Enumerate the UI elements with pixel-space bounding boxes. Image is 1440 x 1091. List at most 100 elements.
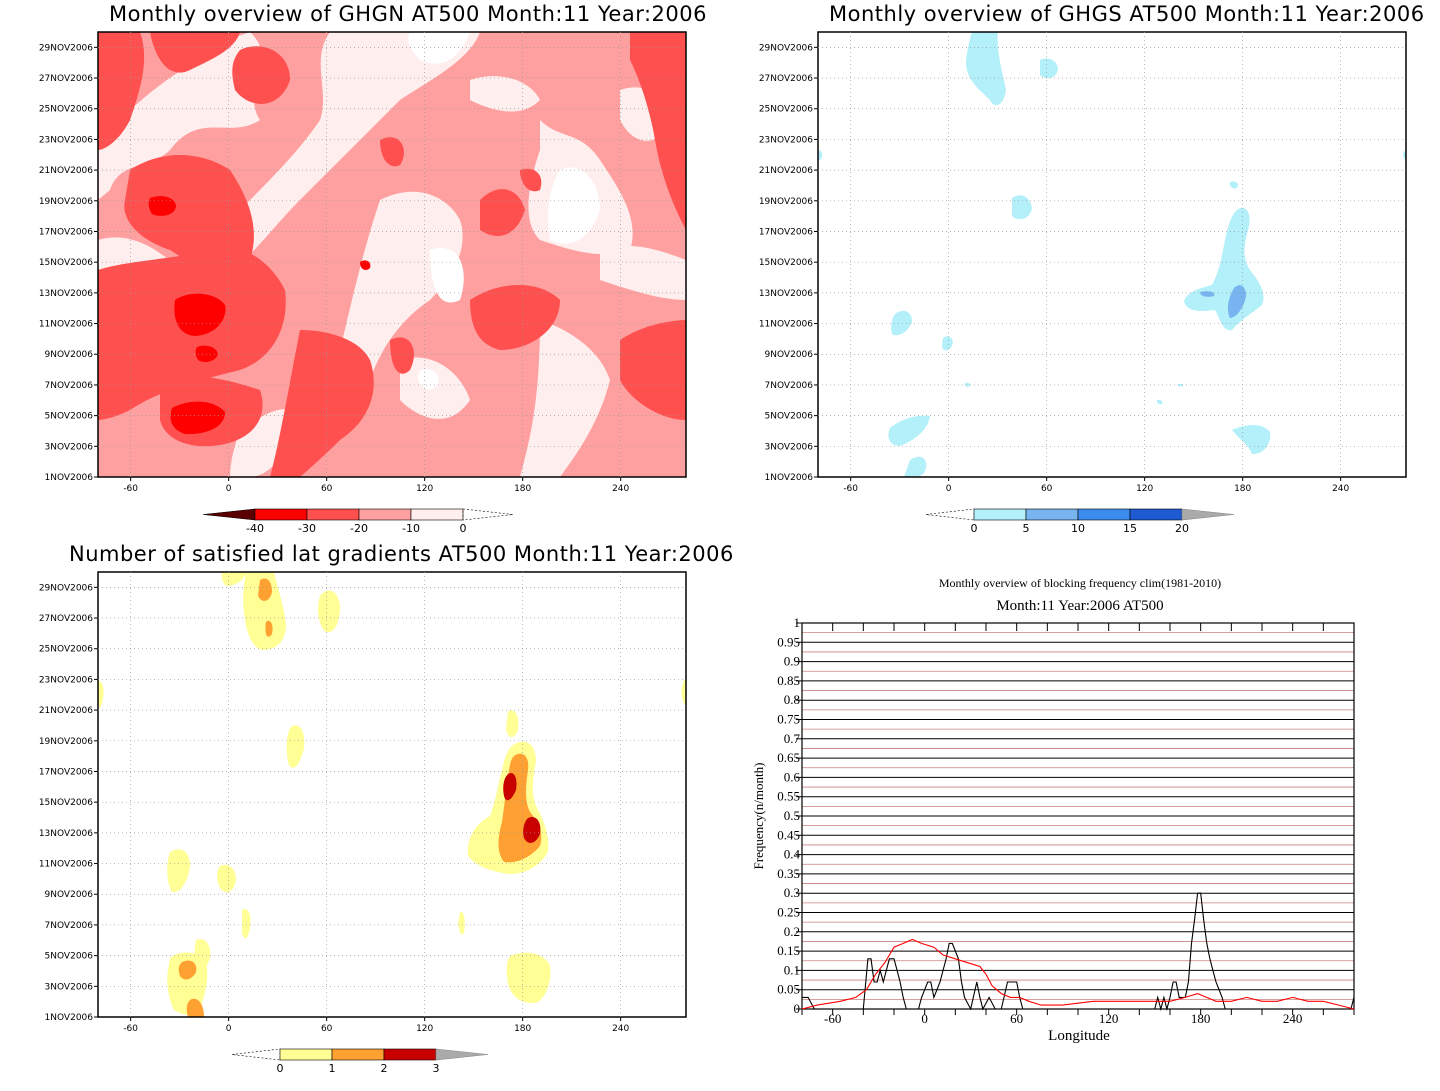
gradients-yticks: 1NOV2006 3NOV2006 5NOV2006 7NOV2006 9NOV2006… xyxy=(39,583,98,1023)
y-tick-label: 5NOV2006 xyxy=(765,412,814,422)
colorbar-box xyxy=(331,1048,385,1061)
colorbar-box xyxy=(1129,508,1183,521)
y-tick-label: 11NOV2006 xyxy=(39,860,93,870)
gradients-frame xyxy=(97,571,687,1018)
y-tick-label: 0.7 xyxy=(784,731,801,746)
y-tick-label: 0.45 xyxy=(777,827,800,842)
ghgn-colorbar: -40 -30 -20 -10 0 xyxy=(202,508,514,535)
y-tick-label: 11NOV2006 xyxy=(39,320,93,330)
blocking-plot-area: 0 0.05 0.1 0.15 0.2 0.25 0.3 0.35 0.4 0.45 0.5 0.55… xyxy=(777,615,1355,1026)
y-tick-label: 29NOV2006 xyxy=(39,583,93,593)
colorbar-box xyxy=(973,508,1027,521)
colorbar-label: -10 xyxy=(402,522,420,535)
x-tick-label: 0 xyxy=(226,484,232,494)
y-tick-label: 0.1 xyxy=(784,962,800,977)
blocking-subtitle: Month:11 Year:2006 AT500 xyxy=(996,598,1164,614)
x-tick-label: 240 xyxy=(1332,484,1349,494)
x-tick-label: 60 xyxy=(1041,484,1053,494)
colorbar-label: 15 xyxy=(1123,522,1137,535)
colorbar-box xyxy=(254,508,308,521)
ghgn-map xyxy=(98,32,686,477)
gradients-map xyxy=(98,572,686,1017)
y-tick-label: 9NOV2006 xyxy=(45,890,94,900)
y-tick-label: 19NOV2006 xyxy=(39,737,93,747)
y-tick-label: 0.8 xyxy=(784,692,800,707)
ghgs-xticks: -60 0 60 120 180 240 xyxy=(843,477,1350,494)
x-tick-label: 240 xyxy=(612,484,629,494)
gradients-title: Number of satisfied lat gradients AT500 … xyxy=(69,542,734,566)
blocking-xlabel: Longitude xyxy=(1048,1028,1110,1044)
y-tick-label: 0.9 xyxy=(784,654,800,669)
x-tick-label: -60 xyxy=(843,484,858,494)
y-tick-label: 21NOV2006 xyxy=(759,166,813,176)
colorbar-label: 3 xyxy=(433,1062,440,1075)
colorbar-max-arrow xyxy=(1181,508,1235,521)
y-tick-label: 17NOV2006 xyxy=(759,227,813,237)
colorbar-label: -20 xyxy=(350,522,368,535)
y-tick-label: 13NOV2006 xyxy=(39,289,93,299)
x-tick-label: 120 xyxy=(416,1024,433,1034)
ghgs-frame xyxy=(817,31,1407,478)
y-tick-label: 13NOV2006 xyxy=(759,289,813,299)
colorbar-box xyxy=(410,508,464,521)
y-tick-label: 23NOV2006 xyxy=(39,675,93,685)
y-tick-label: 23NOV2006 xyxy=(39,135,93,145)
blocking-ylabel: Frequency(n/month) xyxy=(751,763,766,870)
y-tick-label: 0.15 xyxy=(777,943,800,958)
ghgn-xticks: -60 0 60 120 180 240 xyxy=(123,477,630,494)
y-tick-label: 0 xyxy=(794,1001,801,1016)
x-tick-label: 0 xyxy=(946,484,952,494)
y-tick-label: 0.3 xyxy=(784,885,800,900)
colorbar-label: 0 xyxy=(971,522,978,535)
x-tick-label: 0 xyxy=(921,1011,928,1026)
ghgn-title: Monthly overview of GHGN AT500 Month:11 … xyxy=(109,2,707,26)
y-tick-label: 9NOV2006 xyxy=(765,350,814,360)
y-tick-label: 15NOV2006 xyxy=(39,798,93,808)
x-tick-label: 60 xyxy=(1010,1011,1023,1026)
x-tick-label: 120 xyxy=(1136,484,1153,494)
colorbar-label: 0 xyxy=(460,522,467,535)
x-tick-label: -60 xyxy=(123,1024,138,1034)
blocking-title: Monthly overview of blocking frequency c… xyxy=(938,576,1222,590)
ghgs-title: Monthly overview of GHGS AT500 Month:11 … xyxy=(829,2,1425,26)
x-tick-label: -60 xyxy=(123,484,138,494)
x-tick-label: 120 xyxy=(1099,1011,1119,1026)
y-tick-label: 13NOV2006 xyxy=(39,829,93,839)
colorbar-box xyxy=(306,508,360,521)
y-tick-label: 0.85 xyxy=(777,673,800,688)
y-tick-label: 3NOV2006 xyxy=(45,442,94,452)
y-tick-label: 3NOV2006 xyxy=(45,982,94,992)
y-tick-label: 29NOV2006 xyxy=(39,43,93,53)
y-tick-label: 7NOV2006 xyxy=(45,381,94,391)
y-tick-label: 0.05 xyxy=(777,982,800,997)
y-tick-label: 27NOV2006 xyxy=(39,74,93,84)
x-tick-label: -60 xyxy=(824,1011,841,1026)
y-tick-label: 19NOV2006 xyxy=(39,197,93,207)
colorbar-box xyxy=(1025,508,1079,521)
y-tick-label: 5NOV2006 xyxy=(45,412,94,422)
y-tick-label: 5NOV2006 xyxy=(45,952,94,962)
colorbar-label: 5 xyxy=(1023,522,1030,535)
y-tick-label: 0.25 xyxy=(777,905,800,920)
colorbar-label: 20 xyxy=(1175,522,1189,535)
y-tick-label: 0.2 xyxy=(784,924,800,939)
colorbar-min-arrow xyxy=(202,508,256,521)
y-tick-label: 0.4 xyxy=(784,847,801,862)
x-tick-label: 180 xyxy=(1234,484,1251,494)
x-tick-label: 60 xyxy=(321,484,333,494)
colorbar-label: 2 xyxy=(381,1062,388,1075)
colorbar-label: -30 xyxy=(298,522,316,535)
x-tick-label: 180 xyxy=(514,1024,531,1034)
y-tick-label: 3NOV2006 xyxy=(765,442,814,452)
colorbar-label: -40 xyxy=(246,522,264,535)
ghgn-frame xyxy=(97,31,687,478)
series-line-climatology xyxy=(801,938,1355,1010)
ghgn-yticks: 1NOV2006 3NOV2006 5NOV2006 7NOV2006 9NOV2006… xyxy=(39,43,98,483)
y-tick-label: 23NOV2006 xyxy=(759,135,813,145)
y-tick-label: 17NOV2006 xyxy=(39,227,93,237)
y-tick-label: 1 xyxy=(794,615,801,630)
y-tick-label: 0.6 xyxy=(784,769,801,784)
series-line-observed xyxy=(802,892,1355,1012)
x-tick-label: 180 xyxy=(1191,1011,1211,1026)
colorbar-box xyxy=(358,508,412,521)
